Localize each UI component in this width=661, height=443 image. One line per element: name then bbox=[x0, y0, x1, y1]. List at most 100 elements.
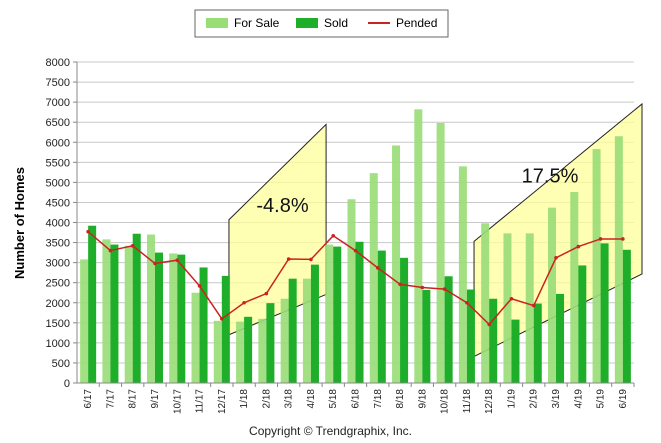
pended-point bbox=[331, 233, 336, 238]
pended-point bbox=[398, 282, 402, 287]
for-sale-bar bbox=[258, 318, 267, 383]
pended-point bbox=[264, 291, 269, 296]
x-tick-label: 7/17 bbox=[105, 389, 116, 409]
x-tick-label: 1/18 bbox=[239, 389, 250, 409]
sold-bar bbox=[132, 233, 141, 383]
pended-point bbox=[487, 322, 491, 327]
for-sale-bar bbox=[614, 136, 623, 383]
sold-bar bbox=[266, 303, 275, 383]
x-tick-label: 2/19 bbox=[529, 389, 540, 409]
pended-point bbox=[86, 229, 90, 234]
pended-point bbox=[509, 296, 514, 301]
legend: For Sale Sold Pended bbox=[194, 9, 449, 38]
x-tick-label: 5/18 bbox=[328, 389, 339, 409]
pended-point bbox=[621, 237, 625, 241]
annotations: -4.8% 17.5% bbox=[256, 166, 578, 217]
y-tick-label: 5000 bbox=[46, 177, 70, 189]
pended-point bbox=[554, 256, 558, 260]
legend-label: Sold bbox=[324, 16, 348, 30]
y-tick-label: 3000 bbox=[46, 258, 70, 270]
y-tick-labels: 0 500 1000 1500 2000 2500 3000 3500 4000 4500 5000… bbox=[46, 57, 77, 390]
pended-point bbox=[130, 243, 135, 248]
for-sale-bar bbox=[481, 223, 490, 383]
x-tick-label: 9/17 bbox=[150, 389, 161, 409]
x-tick-label: 9/18 bbox=[417, 389, 428, 409]
sold-bar bbox=[244, 316, 253, 383]
x-tick-label: 8/17 bbox=[128, 389, 139, 409]
for-sale-bar bbox=[547, 207, 557, 383]
for-sale-bar bbox=[392, 145, 401, 383]
sold-bar bbox=[600, 243, 609, 383]
y-tick-label: 0 bbox=[64, 378, 70, 390]
for-sale-bar bbox=[570, 192, 579, 383]
y-tick-label: 1000 bbox=[46, 338, 70, 350]
sold-bar bbox=[310, 264, 319, 383]
sold-bar bbox=[221, 275, 230, 383]
legend-label: For Sale bbox=[234, 16, 280, 30]
pended-line bbox=[86, 229, 625, 327]
sold-bar bbox=[511, 319, 520, 383]
pended-point bbox=[108, 248, 113, 253]
y-tick-label: 4000 bbox=[46, 218, 70, 230]
pended-point bbox=[465, 300, 469, 305]
y-tick-label: 2500 bbox=[46, 278, 70, 290]
x-tick-label: 6/17 bbox=[83, 389, 94, 409]
for-sale-bar bbox=[280, 298, 289, 383]
x-tick-label: 6/18 bbox=[351, 389, 362, 409]
pended-point bbox=[576, 244, 581, 249]
y-tick-label: 7500 bbox=[46, 77, 70, 89]
pended-point bbox=[242, 300, 246, 305]
x-tick-label: 8/18 bbox=[395, 389, 406, 409]
legend-label: Pended bbox=[396, 16, 437, 30]
sold-bar bbox=[578, 265, 587, 383]
sold-bar bbox=[199, 267, 208, 383]
for-sale-bar bbox=[102, 239, 111, 383]
sold-bar bbox=[622, 249, 631, 383]
for-sale-bar bbox=[592, 149, 601, 383]
sold-bar bbox=[422, 289, 431, 383]
sold-bar bbox=[444, 276, 453, 383]
copyright: Copyright © Trendgraphix, Inc. bbox=[249, 424, 412, 438]
sold-bar bbox=[466, 289, 475, 383]
for-sale-bar bbox=[191, 292, 200, 383]
sold-bar bbox=[333, 246, 342, 383]
pended-point bbox=[375, 266, 380, 270]
bars bbox=[80, 109, 631, 384]
y-tick-label: 1500 bbox=[46, 318, 70, 330]
annotation-label: -4.8% bbox=[256, 195, 308, 217]
sold-bar bbox=[110, 244, 119, 383]
sold-bar bbox=[556, 293, 565, 383]
pended-point bbox=[309, 257, 313, 262]
annotation-label: 17.5% bbox=[522, 166, 579, 188]
x-tick-label: 3/18 bbox=[284, 389, 295, 409]
pended-point bbox=[353, 248, 358, 253]
x-tick-label: 7/18 bbox=[373, 389, 384, 409]
pended-point bbox=[175, 258, 180, 263]
x-tick-label: 3/19 bbox=[551, 389, 562, 409]
pended-point bbox=[153, 261, 157, 266]
for-sale-bar bbox=[146, 234, 155, 383]
for-sale-bar bbox=[236, 321, 245, 383]
sold-bar bbox=[154, 252, 164, 383]
y-tick-label: 3500 bbox=[46, 238, 70, 250]
x-tick-label: 5/19 bbox=[596, 389, 607, 409]
pended-point bbox=[531, 303, 536, 308]
x-tick-label: 11/17 bbox=[195, 389, 206, 414]
pended-point bbox=[420, 285, 425, 290]
for-sale-bar bbox=[169, 253, 178, 383]
y-tick-label: 7000 bbox=[46, 97, 70, 109]
for-sale-bar bbox=[436, 122, 445, 384]
y-axis-label: Number of Homes bbox=[12, 167, 27, 279]
x-tick-label: 11/18 bbox=[462, 389, 473, 414]
sold-bar bbox=[355, 241, 364, 383]
pended-point bbox=[220, 317, 224, 321]
for-sale-bar bbox=[458, 166, 467, 383]
for-sale-bar bbox=[414, 109, 423, 383]
x-tick-label: 4/18 bbox=[306, 389, 317, 409]
for-sale-bar bbox=[369, 173, 378, 383]
sold-bar bbox=[288, 278, 297, 383]
x-tick-label: 4/19 bbox=[573, 389, 584, 409]
y-tick-label: 8000 bbox=[46, 57, 70, 69]
y-tick-label: 500 bbox=[52, 358, 70, 370]
